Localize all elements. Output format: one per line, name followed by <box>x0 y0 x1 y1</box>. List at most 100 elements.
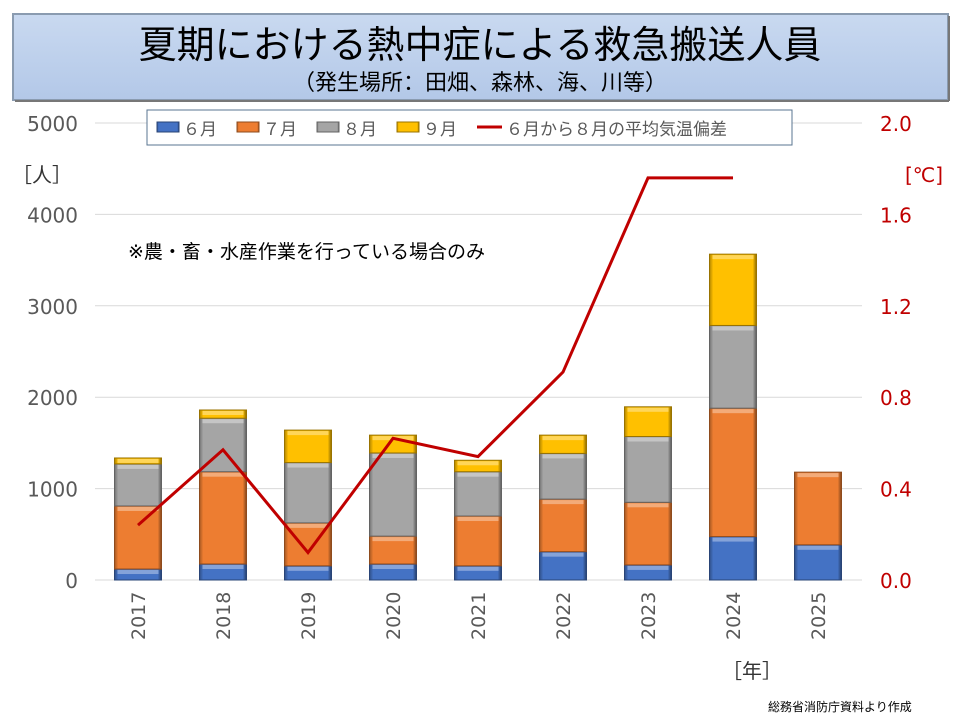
bar-highlight <box>458 461 499 465</box>
bar-highlight <box>713 255 754 259</box>
x-tick-label: 2019 <box>298 592 320 640</box>
y-right-tick-label: 1.2 <box>880 295 912 319</box>
bar-highlight <box>288 431 329 435</box>
y-tick-label: 3000 <box>27 295 78 319</box>
chart-title: 夏期における熱中症による救急搬送人員 <box>139 23 822 67</box>
bar-2023-0 <box>625 565 672 580</box>
bar-highlight <box>373 537 414 541</box>
bar-2022-2 <box>540 453 587 499</box>
x-tick-label: 2017 <box>128 592 150 640</box>
bar-segment <box>625 437 672 503</box>
x-axis-label: ［年］ <box>722 659 782 683</box>
x-tick-label: 2023 <box>638 592 660 640</box>
bar-2025-0 <box>795 545 842 580</box>
bar-highlight <box>288 567 329 571</box>
bar-2024-0 <box>710 537 757 580</box>
bar-segment <box>795 472 842 545</box>
bar-highlight <box>288 464 329 468</box>
bar-2024-2 <box>710 325 757 408</box>
bar-2020-0 <box>370 564 417 580</box>
bar-2023-1 <box>625 502 672 565</box>
bar-highlight <box>628 566 669 570</box>
bar-highlight <box>203 419 244 423</box>
bar-2017-1 <box>115 506 162 569</box>
bar-2017-0 <box>115 569 162 580</box>
bar-segment <box>625 502 672 565</box>
y-right-tick-label: 0.8 <box>880 386 912 410</box>
bar-2021-0 <box>455 566 502 580</box>
bar-segment <box>710 325 757 408</box>
bar-highlight <box>798 473 839 477</box>
x-tick-label: 2020 <box>383 592 405 640</box>
bar-2022-3 <box>540 435 587 453</box>
x-tick-label: 2021 <box>468 592 490 640</box>
bar-highlight <box>118 459 159 463</box>
legend-swatch <box>317 122 339 132</box>
bar-2021-3 <box>455 460 502 471</box>
bar-highlight <box>118 570 159 574</box>
bar-segment <box>115 506 162 569</box>
bar-highlight <box>203 473 244 477</box>
legend-label: ６月 <box>183 120 217 140</box>
bar-highlight <box>713 538 754 542</box>
bar-segment <box>200 472 247 564</box>
bar-segment <box>710 408 757 536</box>
bar-highlight <box>713 409 754 413</box>
bar-2020-2 <box>370 453 417 536</box>
y-tick-label: 0 <box>65 569 78 593</box>
bar-2018-3 <box>200 410 247 418</box>
bar-highlight <box>288 524 329 528</box>
y-tick-label: 1000 <box>27 478 78 502</box>
bar-segment <box>455 516 502 566</box>
bar-highlight <box>543 500 584 504</box>
legend-label: ６月から８月の平均気温偏差 <box>506 120 727 140</box>
legend-label: ９月 <box>423 120 457 140</box>
bar-2018-1 <box>200 472 247 564</box>
bar-highlight <box>543 553 584 557</box>
bar-highlight <box>203 411 244 415</box>
bar-2019-2 <box>285 463 332 523</box>
y-tick-label: 5000 <box>27 112 78 136</box>
bar-2018-0 <box>200 564 247 580</box>
annotation: ※農・畜・水産作業を行っている場合のみ <box>128 241 485 263</box>
bar-2025-1 <box>795 472 842 545</box>
x-tick-label: 2025 <box>808 592 830 640</box>
bar-2019-0 <box>285 566 332 580</box>
bar-segment <box>115 464 162 506</box>
y-tick-label: 4000 <box>27 203 78 227</box>
bar-2017-2 <box>115 464 162 506</box>
legend-swatch <box>157 122 179 132</box>
bar-segment <box>540 499 587 552</box>
bar-highlight <box>713 326 754 330</box>
bar-highlight <box>543 436 584 440</box>
y-axis-label: ［人］ <box>12 163 72 187</box>
y-right-tick-label: 0.4 <box>880 478 912 502</box>
bar-2021-2 <box>455 472 502 516</box>
bar-segment <box>370 453 417 536</box>
legend-swatch <box>397 122 419 132</box>
bar-highlight <box>628 503 669 507</box>
bar-segment <box>540 453 587 499</box>
y-right-tick-label: 2.0 <box>880 112 912 136</box>
bar-2021-1 <box>455 516 502 566</box>
bar-2017-3 <box>115 458 162 464</box>
bar-highlight <box>373 565 414 569</box>
bar-highlight <box>543 454 584 458</box>
x-tick-label: 2022 <box>553 592 575 640</box>
bar-2022-1 <box>540 499 587 552</box>
bar-segment <box>710 254 757 325</box>
y-right-tick-label: 1.6 <box>880 203 912 227</box>
source-note: 総務省消防庁資料より作成 <box>768 699 912 714</box>
bar-highlight <box>203 565 244 569</box>
bar-2023-3 <box>625 407 672 437</box>
bar-highlight <box>458 473 499 477</box>
bar-highlight <box>458 517 499 521</box>
legend-swatch <box>237 122 259 132</box>
bar-highlight <box>628 408 669 412</box>
bar-2024-3 <box>710 254 757 325</box>
bar-2023-2 <box>625 437 672 503</box>
chart-subtitle: （発生場所：田畑、森林、海、川等） <box>293 71 667 96</box>
bar-highlight <box>628 438 669 442</box>
